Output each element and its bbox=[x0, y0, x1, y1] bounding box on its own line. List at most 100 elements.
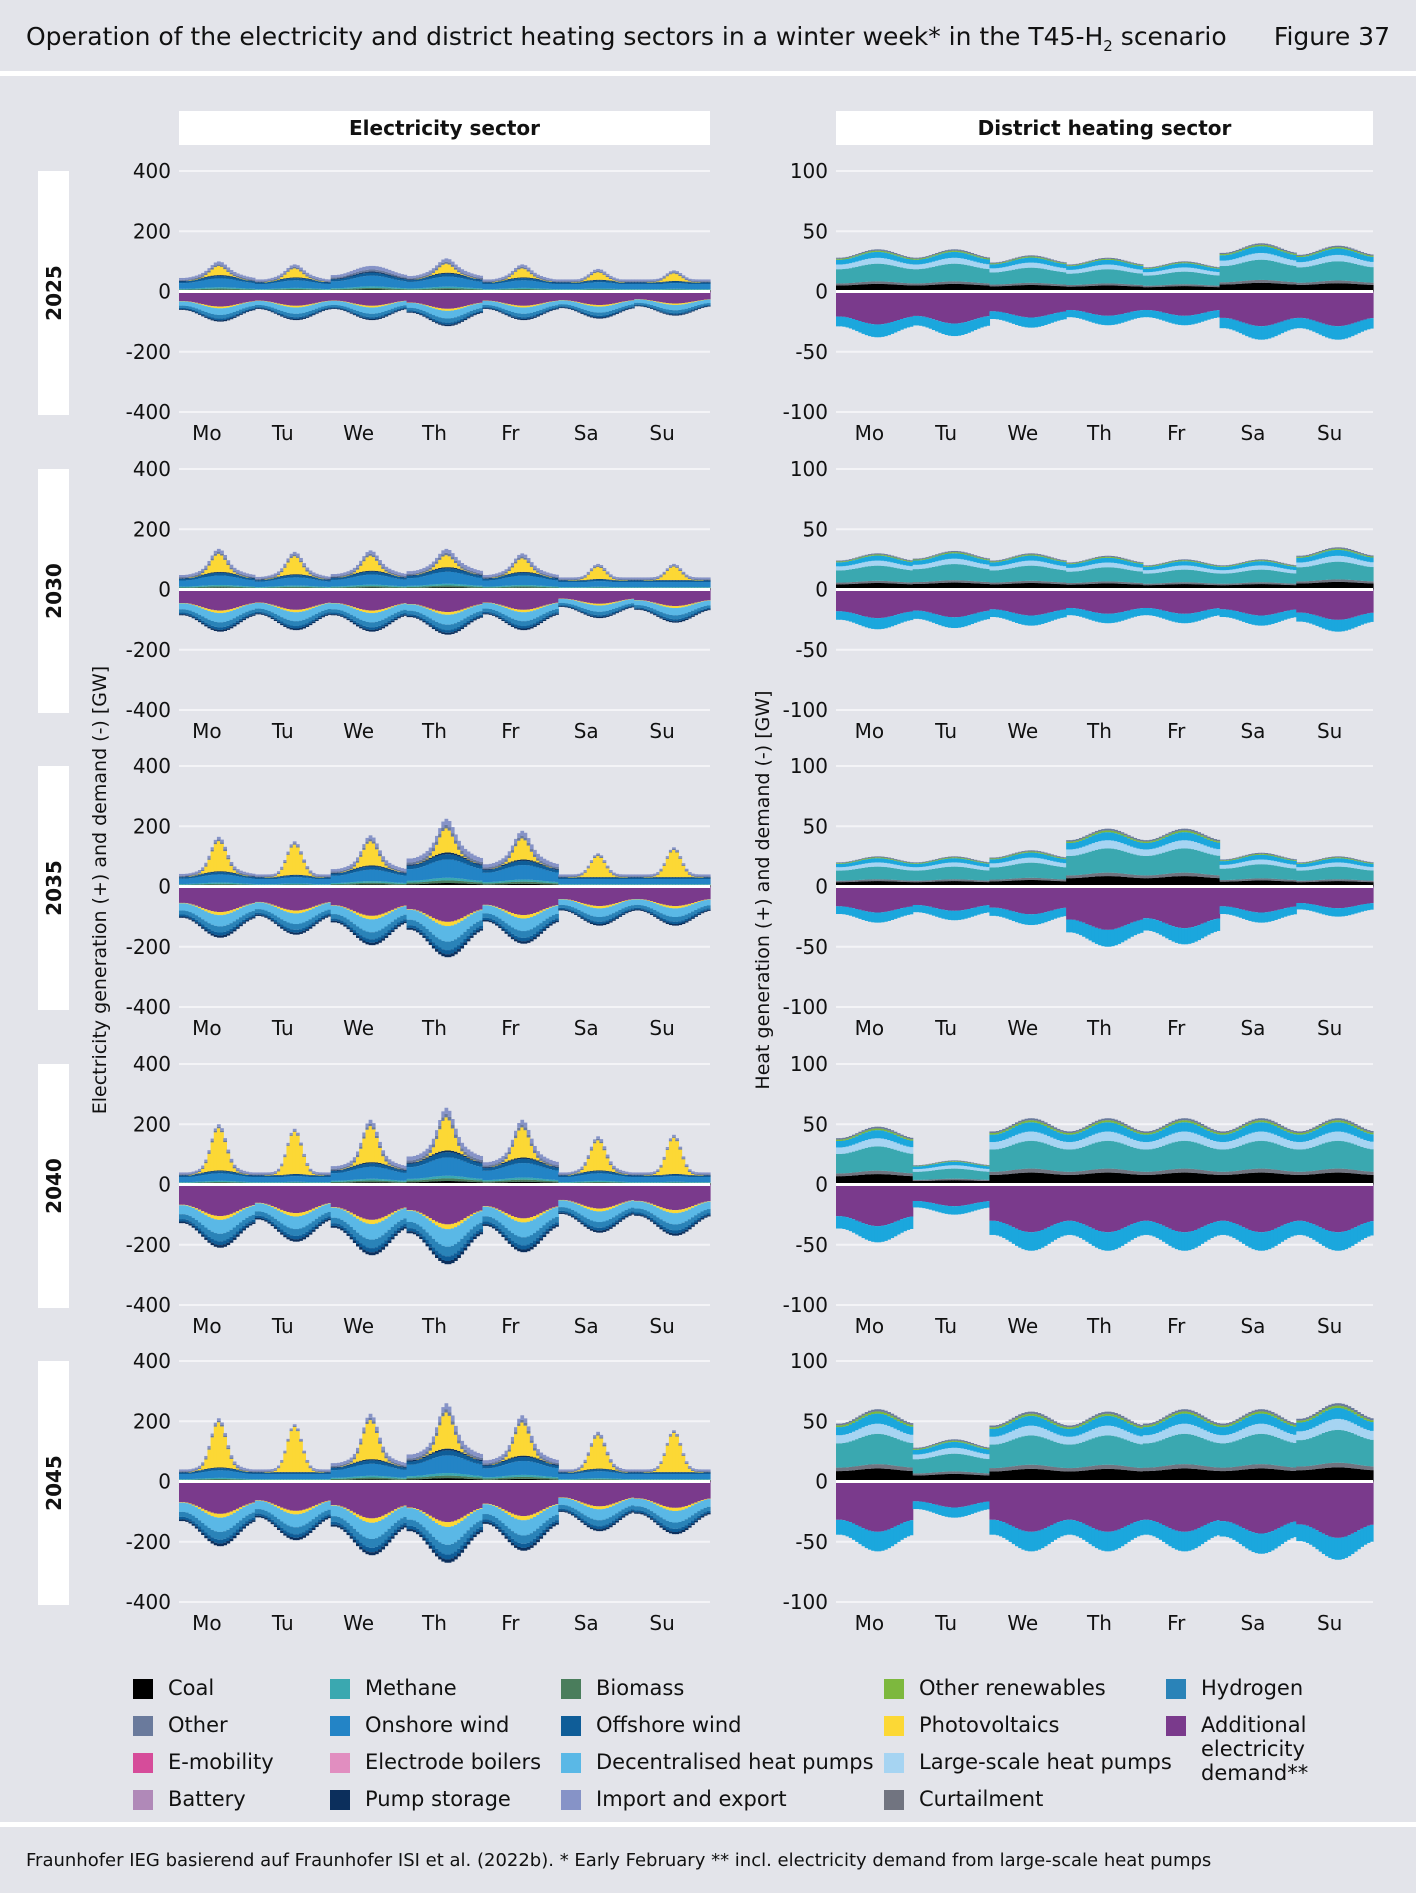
stack-segment bbox=[213, 612, 218, 622]
stack-segment bbox=[649, 289, 654, 290]
stack-segment bbox=[1197, 264, 1201, 269]
stack-segment bbox=[305, 275, 310, 277]
stack-segment bbox=[529, 305, 534, 307]
stack-segment bbox=[276, 288, 281, 290]
stack-segment bbox=[1229, 259, 1233, 266]
stack-segment bbox=[842, 283, 847, 286]
stack-segment bbox=[954, 249, 959, 251]
stack-segment bbox=[1168, 263, 1173, 265]
stack-segment bbox=[220, 291, 224, 307]
stack-segment bbox=[1056, 262, 1061, 268]
stack-segment bbox=[337, 305, 341, 308]
stack-segment bbox=[1318, 258, 1323, 264]
stack-segment bbox=[542, 289, 547, 291]
stack-segment bbox=[245, 575, 250, 577]
stack-segment bbox=[476, 275, 480, 278]
stack-segment bbox=[182, 578, 186, 579]
stack-segment bbox=[387, 314, 392, 316]
stack-segment bbox=[851, 257, 856, 263]
stack-segment bbox=[520, 307, 525, 314]
stack-segment bbox=[1222, 255, 1227, 261]
stack-segment bbox=[314, 280, 319, 281]
stack-segment bbox=[1264, 280, 1269, 283]
stack-segment bbox=[384, 291, 389, 305]
stack-segment bbox=[191, 307, 196, 310]
stack-segment bbox=[1088, 262, 1093, 267]
stack-segment bbox=[1104, 283, 1109, 286]
stack-segment bbox=[880, 324, 885, 337]
stack-segment bbox=[466, 272, 471, 275]
stack-segment bbox=[393, 274, 398, 277]
stack-segment bbox=[583, 303, 588, 305]
stack-segment bbox=[308, 587, 313, 589]
stack-segment bbox=[1277, 256, 1281, 263]
stack-segment bbox=[501, 311, 506, 313]
stack-segment bbox=[1008, 259, 1013, 261]
stack-segment bbox=[928, 255, 933, 257]
stack-segment bbox=[687, 307, 692, 311]
stack-segment bbox=[1194, 263, 1198, 265]
stack-segment bbox=[1267, 283, 1272, 292]
stack-segment bbox=[1155, 266, 1160, 267]
stack-segment bbox=[419, 312, 423, 315]
stack-segment bbox=[1302, 255, 1307, 257]
stack-segment bbox=[928, 291, 933, 319]
stack-segment bbox=[845, 263, 850, 269]
stack-segment bbox=[321, 302, 325, 307]
stack-segment bbox=[204, 574, 209, 578]
stack-segment bbox=[624, 281, 629, 283]
stack-segment bbox=[1056, 261, 1061, 263]
stack-segment bbox=[867, 250, 872, 252]
stack-segment bbox=[1114, 315, 1118, 325]
stack-segment bbox=[495, 281, 499, 282]
stack-segment bbox=[877, 250, 882, 252]
stack-segment bbox=[1130, 311, 1134, 320]
stack-segment bbox=[1021, 316, 1026, 327]
stack-segment bbox=[992, 264, 997, 269]
stack-segment bbox=[608, 282, 613, 289]
stack-segment bbox=[1309, 255, 1313, 261]
stack-segment bbox=[887, 253, 891, 260]
stack-segment bbox=[967, 251, 971, 254]
stack-segment bbox=[406, 291, 411, 303]
stack-segment bbox=[928, 318, 933, 329]
stack-segment bbox=[1178, 286, 1182, 292]
stack-segment bbox=[213, 572, 218, 574]
stack-segment bbox=[251, 301, 256, 306]
stack-segment bbox=[523, 291, 528, 306]
stack-segment bbox=[896, 319, 901, 332]
stack-segment bbox=[867, 291, 872, 324]
stack-segment bbox=[235, 607, 240, 609]
stack-segment bbox=[1062, 291, 1067, 312]
stack-segment bbox=[239, 573, 243, 576]
stack-segment bbox=[938, 282, 943, 285]
stack-segment bbox=[842, 257, 847, 259]
stack-segment bbox=[1085, 271, 1090, 285]
stack-segment bbox=[567, 281, 572, 283]
stack-segment bbox=[188, 589, 193, 604]
stack-segment bbox=[210, 269, 215, 276]
stack-segment bbox=[1082, 262, 1086, 264]
stack-segment bbox=[463, 278, 468, 288]
stack-segment bbox=[435, 307, 439, 310]
stack-segment bbox=[368, 269, 373, 272]
stack-segment bbox=[906, 257, 911, 259]
stack-segment bbox=[1363, 254, 1368, 256]
stack-segment bbox=[258, 580, 262, 582]
stack-segment bbox=[406, 278, 411, 280]
stack-segment bbox=[463, 306, 468, 308]
stack-segment bbox=[201, 278, 205, 281]
stack-segment bbox=[706, 305, 711, 307]
stack-segment bbox=[239, 281, 243, 289]
stack-segment bbox=[286, 558, 291, 562]
stack-segment bbox=[1270, 280, 1275, 284]
stack-segment bbox=[466, 306, 471, 313]
stack-segment bbox=[258, 289, 262, 290]
stack-segment bbox=[425, 277, 430, 280]
stack-segment bbox=[264, 603, 269, 604]
y-tick-label: 0 bbox=[158, 578, 171, 602]
stack-segment bbox=[387, 287, 392, 289]
stack-segment bbox=[1190, 272, 1195, 285]
stack-segment bbox=[349, 287, 354, 289]
stack-segment bbox=[1232, 264, 1237, 282]
